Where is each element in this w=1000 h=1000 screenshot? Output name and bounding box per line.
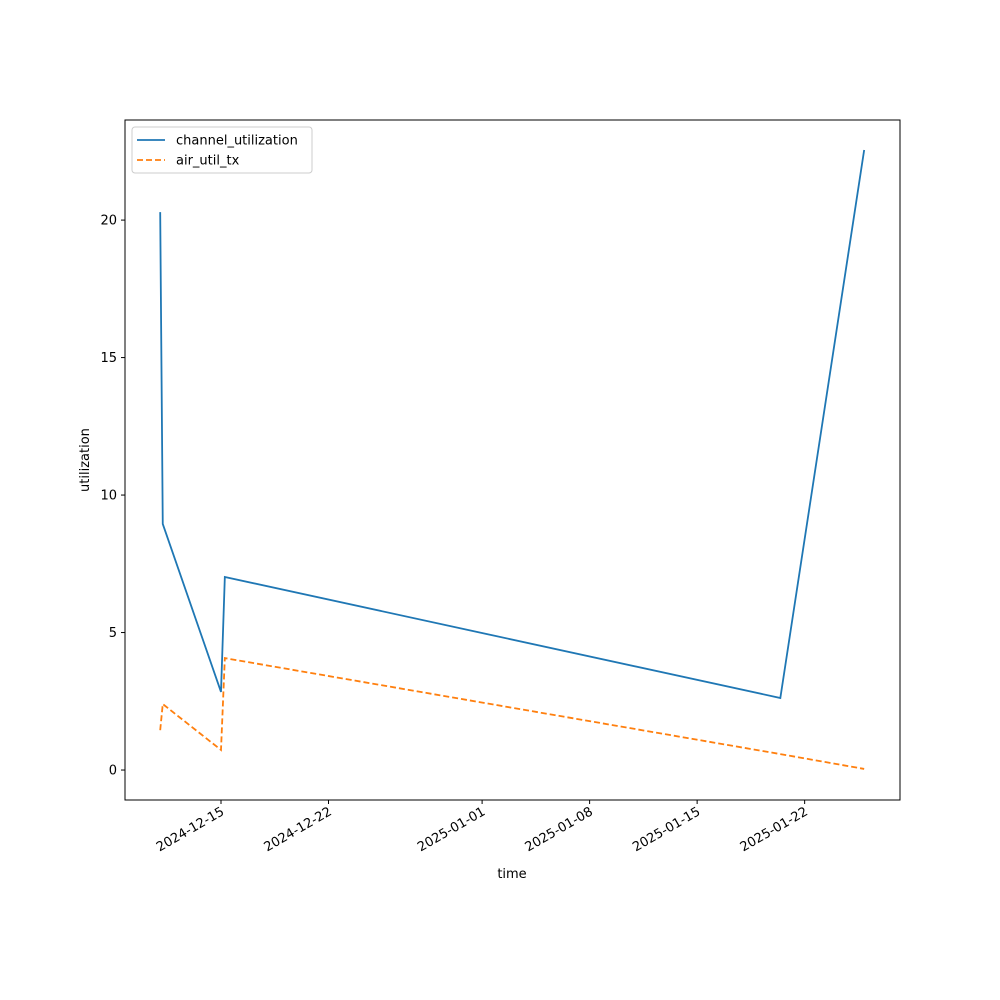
y-tick-label: 0 <box>109 764 117 779</box>
y-axis-label: utilization <box>78 428 93 492</box>
legend-label: channel_utilization <box>176 134 298 149</box>
plot-area <box>124 119 901 801</box>
y-tick-label: 10 <box>100 489 117 504</box>
x-tick-label: 2025-01-15 <box>630 804 703 855</box>
x-tick-label: 2024-12-22 <box>262 804 335 855</box>
line-series <box>159 149 866 700</box>
y-tick-label: 20 <box>100 214 117 229</box>
x-tick-label: 2025-01-08 <box>523 804 596 855</box>
legend-box <box>131 126 313 174</box>
legend-label: air_util_tx <box>176 154 240 169</box>
x-tick-label: 2025-01-22 <box>738 804 811 855</box>
line-series <box>159 657 865 770</box>
y-tick-label: 5 <box>109 626 117 641</box>
x-axis-label: time <box>497 867 526 882</box>
x-tick-label: 2024-12-15 <box>154 804 227 855</box>
x-tick-label: 2025-01-01 <box>415 804 488 855</box>
y-tick-label: 15 <box>100 351 117 366</box>
